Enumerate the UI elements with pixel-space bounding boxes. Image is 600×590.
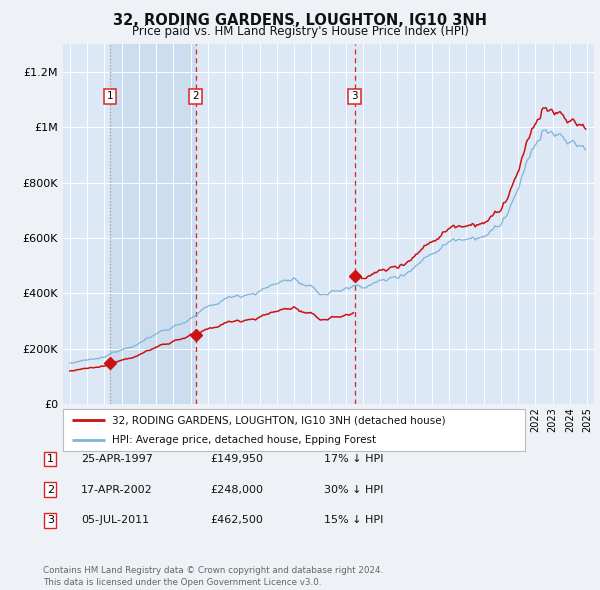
Text: 3: 3 [351,91,358,101]
Text: 1: 1 [107,91,113,101]
Text: £149,950: £149,950 [210,454,263,464]
Text: £462,500: £462,500 [210,516,263,525]
Text: 15% ↓ HPI: 15% ↓ HPI [324,516,383,525]
Text: 2: 2 [192,91,199,101]
Text: 25-APR-1997: 25-APR-1997 [81,454,153,464]
Text: £248,000: £248,000 [210,485,263,494]
Text: 17% ↓ HPI: 17% ↓ HPI [324,454,383,464]
Text: 3: 3 [47,516,54,525]
Text: 30% ↓ HPI: 30% ↓ HPI [324,485,383,494]
Text: 32, RODING GARDENS, LOUGHTON, IG10 3NH (detached house): 32, RODING GARDENS, LOUGHTON, IG10 3NH (… [112,415,445,425]
Text: 17-APR-2002: 17-APR-2002 [81,485,153,494]
Text: Contains HM Land Registry data © Crown copyright and database right 2024.
This d: Contains HM Land Registry data © Crown c… [43,566,383,587]
Text: 05-JUL-2011: 05-JUL-2011 [81,516,149,525]
Text: Price paid vs. HM Land Registry's House Price Index (HPI): Price paid vs. HM Land Registry's House … [131,25,469,38]
Text: HPI: Average price, detached house, Epping Forest: HPI: Average price, detached house, Eppi… [112,435,376,445]
Text: 32, RODING GARDENS, LOUGHTON, IG10 3NH: 32, RODING GARDENS, LOUGHTON, IG10 3NH [113,13,487,28]
Text: 1: 1 [47,454,54,464]
Text: 2: 2 [47,485,54,494]
Bar [110,44,196,404]
